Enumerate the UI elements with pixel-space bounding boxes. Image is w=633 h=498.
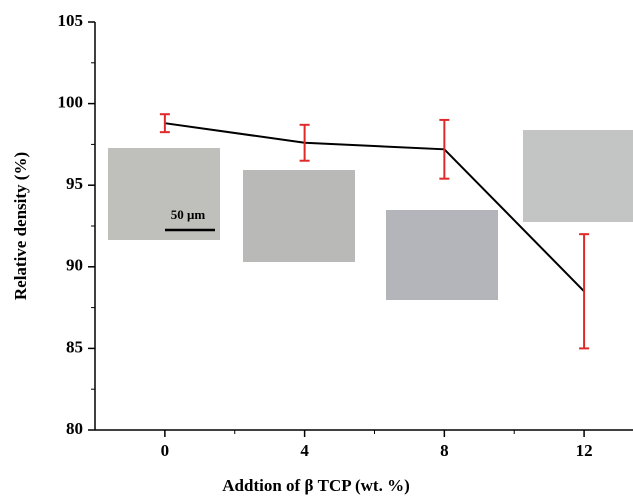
y-tick-label: 95: [66, 174, 83, 193]
y-tick-label: 85: [66, 337, 83, 356]
micrograph: [386, 210, 498, 300]
micrograph: [243, 170, 355, 262]
scale-label: 50 μm: [171, 207, 206, 222]
x-tick-label: 12: [576, 441, 593, 460]
x-tick-label: 4: [300, 441, 309, 460]
chart: 50 μm Addtion of β TCP (wt. %) Relative …: [0, 0, 633, 498]
micrograph: [523, 130, 633, 222]
x-tick-label: 8: [440, 441, 449, 460]
y-tick-label: 90: [66, 256, 83, 275]
y-tick-label: 100: [58, 93, 84, 112]
y-tick-label: 80: [66, 419, 83, 438]
error-bar: [579, 234, 589, 348]
data-line: [165, 123, 584, 291]
y-axis-label: Relative density (%): [11, 152, 30, 300]
y-tick-label: 105: [58, 11, 84, 30]
x-axis-label: Addtion of β TCP (wt. %): [222, 476, 409, 495]
x-tick-label: 0: [161, 441, 170, 460]
micrograph: [108, 148, 220, 240]
